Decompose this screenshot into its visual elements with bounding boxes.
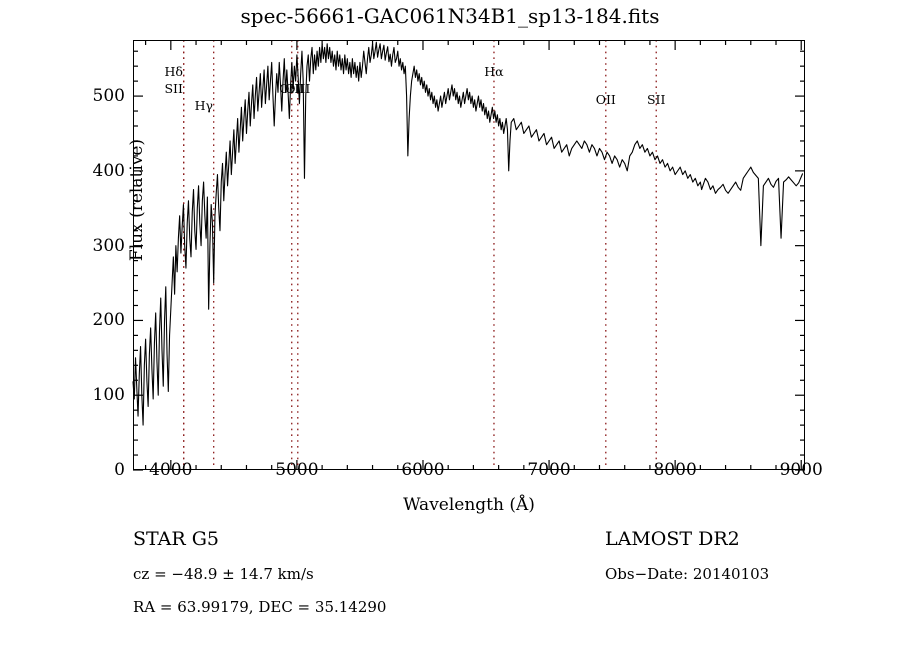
x-tick-label: 8000 (653, 460, 697, 480)
page-title: spec-56661-GAC061N34B1_sp13-184.fits (240, 4, 660, 28)
spectrum-trace (132, 41, 804, 426)
object-type: STAR G5 (133, 528, 219, 550)
spectral-line-label: OIII (285, 80, 311, 96)
spectral-line-label: OII (595, 91, 616, 107)
spectral-line-label: Hδ (164, 63, 183, 79)
spectral-line-label: SII (164, 80, 183, 96)
y-axis-title: Flux (relative) (127, 138, 147, 262)
spectral-line-label: Hγ (194, 98, 213, 114)
spectral-line-label: Hα (484, 63, 504, 79)
plot-canvas (132, 40, 805, 471)
observation-date: Obs−Date: 20140103 (605, 565, 770, 583)
x-tick-label: 6000 (401, 460, 445, 480)
x-tick-label: 5000 (275, 460, 319, 480)
x-tick-label: 7000 (527, 460, 571, 480)
y-tick-label: 300 (92, 235, 125, 256)
x-axis-title: Wavelength (Å) (403, 495, 535, 515)
x-tick-label: 4000 (149, 460, 193, 480)
x-tick-label: 9000 (779, 460, 823, 480)
y-tick-label: 400 (92, 160, 125, 181)
metadata-footer: STAR G5 LAMOST DR2 cz = −48.9 ± 14.7 km/… (0, 528, 900, 648)
coordinates: RA = 63.99179, DEC = 35.14290 (133, 598, 387, 616)
spectral-line-label: SII (646, 91, 666, 107)
y-tick-label: 500 (92, 86, 125, 107)
y-tick-label: 0 (114, 460, 125, 480)
y-tick-label: 100 (92, 385, 125, 406)
survey-name: LAMOST DR2 (605, 528, 740, 550)
spectrum-plot: 4000 5000 6000 7000 8000 9000 0 100 200 300 400 50… (93, 40, 823, 515)
plot-frame (133, 40, 805, 470)
y-tick-label: 200 (92, 310, 125, 331)
radial-velocity: cz = −48.9 ± 14.7 km/s (133, 565, 314, 583)
spectral-line-label: OIII (279, 80, 305, 96)
